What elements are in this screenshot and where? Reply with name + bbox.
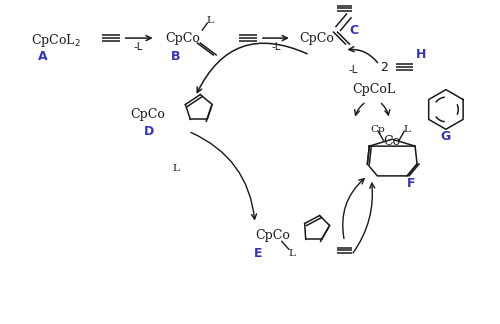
Text: Cp: Cp: [370, 125, 384, 134]
Text: E: E: [254, 247, 262, 260]
Text: L: L: [404, 125, 410, 134]
Text: -L: -L: [134, 42, 143, 52]
Text: L: L: [288, 249, 295, 258]
Text: 2: 2: [380, 61, 388, 74]
Text: L: L: [172, 165, 179, 173]
Text: CpCoL: CpCoL: [352, 83, 396, 96]
Text: B: B: [170, 51, 180, 64]
Text: L: L: [207, 16, 214, 25]
Text: C: C: [350, 24, 359, 37]
Text: CpCo: CpCo: [166, 31, 200, 45]
Text: CpCoL$_2$: CpCoL$_2$: [31, 31, 81, 49]
Text: CpCo: CpCo: [130, 108, 166, 121]
Text: D: D: [144, 125, 154, 138]
Text: A: A: [38, 51, 48, 64]
Text: Co: Co: [384, 135, 401, 148]
Text: G: G: [441, 130, 451, 143]
Text: -L: -L: [271, 42, 280, 52]
Text: -L: -L: [348, 65, 358, 75]
Text: CpCo: CpCo: [255, 229, 290, 242]
Text: F: F: [407, 177, 416, 190]
Text: H: H: [416, 48, 426, 62]
Text: CpCo: CpCo: [300, 31, 334, 45]
